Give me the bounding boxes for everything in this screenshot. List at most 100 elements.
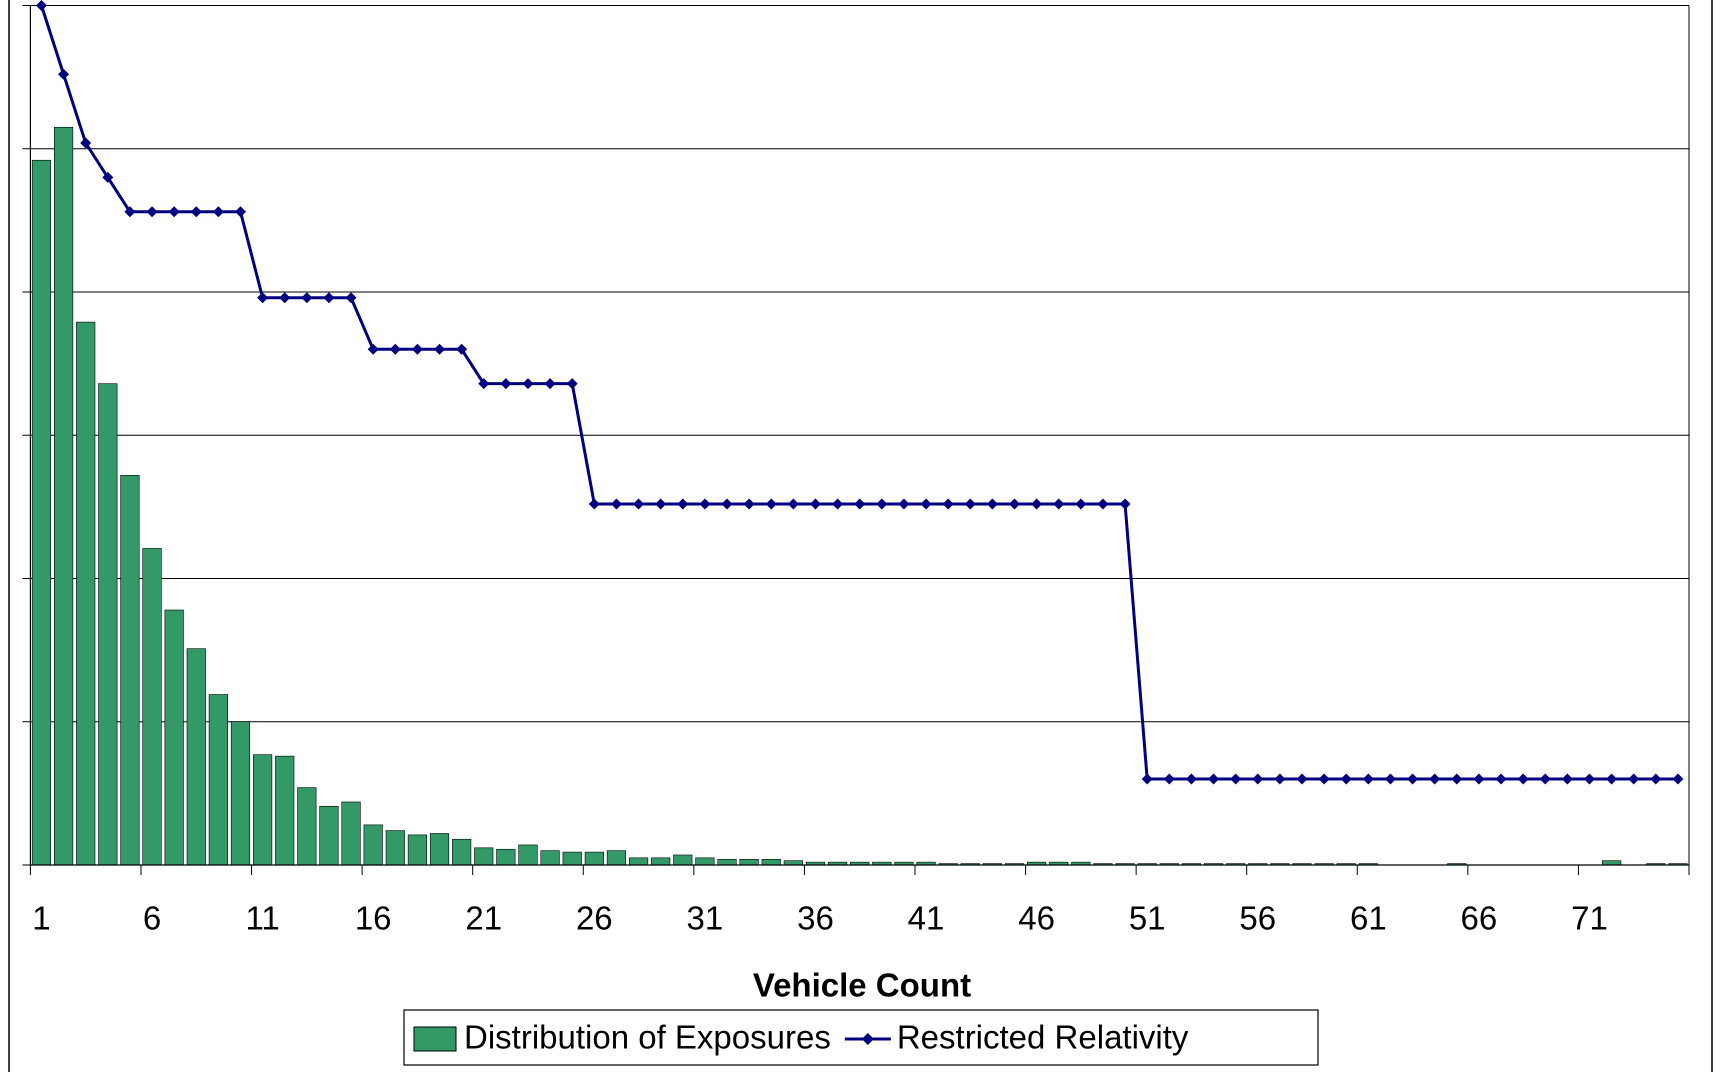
line-marker xyxy=(1429,773,1441,785)
bar xyxy=(783,860,803,866)
x-axis-title: Vehicle Count xyxy=(753,967,971,1004)
x-tick-label: 56 xyxy=(1239,900,1276,937)
line-marker xyxy=(655,498,667,510)
bar xyxy=(98,383,118,866)
line-marker xyxy=(1252,773,1264,785)
line-marker xyxy=(1672,773,1684,785)
x-tick-label: 71 xyxy=(1571,900,1608,937)
line-marker xyxy=(124,206,136,218)
line-marker xyxy=(1296,773,1308,785)
bar xyxy=(628,857,649,866)
bar xyxy=(407,834,427,866)
line-marker xyxy=(1495,773,1507,785)
bar xyxy=(363,824,383,866)
line-marker xyxy=(1517,773,1529,785)
line-marker xyxy=(1230,773,1242,785)
bar xyxy=(606,850,627,866)
line-marker xyxy=(500,378,512,390)
line-marker xyxy=(168,206,180,218)
line-marker xyxy=(1119,498,1131,510)
line-marker xyxy=(832,498,844,510)
bar xyxy=(53,126,74,866)
line-marker xyxy=(854,498,866,510)
bar xyxy=(186,648,206,866)
line-marker xyxy=(1473,773,1485,785)
line-marker xyxy=(279,292,291,304)
line-marker xyxy=(876,498,888,510)
line-marker xyxy=(898,498,910,510)
line-marker xyxy=(102,171,114,183)
line-marker xyxy=(1583,773,1595,785)
line-marker xyxy=(522,378,534,390)
bar xyxy=(319,805,339,866)
line-marker xyxy=(986,498,998,510)
line-marker xyxy=(1384,773,1396,785)
line-marker xyxy=(699,498,711,510)
bar xyxy=(452,838,472,866)
x-tick-label: 16 xyxy=(355,900,392,937)
bar xyxy=(31,159,52,866)
bar xyxy=(518,844,538,866)
line-marker xyxy=(323,292,335,304)
line-marker xyxy=(257,292,269,304)
bar xyxy=(673,854,693,866)
line-marker xyxy=(212,206,224,218)
line-marker xyxy=(80,137,92,149)
line-marker xyxy=(1075,498,1087,510)
bar xyxy=(164,609,184,866)
bar xyxy=(76,321,96,866)
line-marker xyxy=(920,498,932,510)
line-marker xyxy=(1539,773,1551,785)
line-marker xyxy=(35,0,47,11)
line-marker xyxy=(1031,498,1043,510)
bar xyxy=(297,787,317,866)
x-tick-label: 21 xyxy=(465,900,502,937)
x-tick-label: 66 xyxy=(1461,900,1498,937)
line-marker xyxy=(809,498,821,510)
line-marker xyxy=(58,68,70,80)
bar xyxy=(208,694,228,866)
line-marker xyxy=(1318,773,1330,785)
bar xyxy=(253,754,273,866)
line-marker xyxy=(1141,773,1153,785)
bar xyxy=(385,830,405,866)
line-marker xyxy=(610,498,622,510)
legend-label: Restricted Relativity xyxy=(897,1019,1189,1056)
line xyxy=(40,5,1678,781)
line-marker xyxy=(1097,498,1109,510)
bar xyxy=(739,858,759,866)
line-marker xyxy=(677,498,689,510)
line-marker xyxy=(544,378,556,390)
bar xyxy=(540,850,560,866)
line-marker xyxy=(765,498,777,510)
line-marker xyxy=(367,343,379,355)
line-marker xyxy=(1451,773,1463,785)
bar xyxy=(562,851,582,866)
line-marker xyxy=(1163,773,1175,785)
line-marker xyxy=(1362,773,1374,785)
line-marker xyxy=(721,498,733,510)
x-tick-label: 51 xyxy=(1129,900,1166,937)
x-tick-label: 41 xyxy=(908,900,945,937)
line-marker xyxy=(190,206,202,218)
line-marker xyxy=(964,498,976,510)
legend-marker xyxy=(861,1033,874,1045)
line-marker xyxy=(456,343,468,355)
bar xyxy=(496,848,516,866)
line-marker xyxy=(234,206,246,218)
x-tick-label: 6 xyxy=(143,900,161,937)
line-marker xyxy=(1407,773,1419,785)
line-marker xyxy=(1009,498,1021,510)
line-marker xyxy=(146,206,158,218)
bar xyxy=(341,801,361,866)
bar xyxy=(120,475,140,866)
x-tick-label: 61 xyxy=(1350,900,1387,937)
line-marker xyxy=(478,378,490,390)
bar xyxy=(142,548,162,866)
line-marker xyxy=(1606,773,1618,785)
x-tick-label: 26 xyxy=(576,900,613,937)
line-marker xyxy=(1628,773,1640,785)
x-tick-label: 31 xyxy=(687,900,724,937)
bar xyxy=(761,858,781,866)
